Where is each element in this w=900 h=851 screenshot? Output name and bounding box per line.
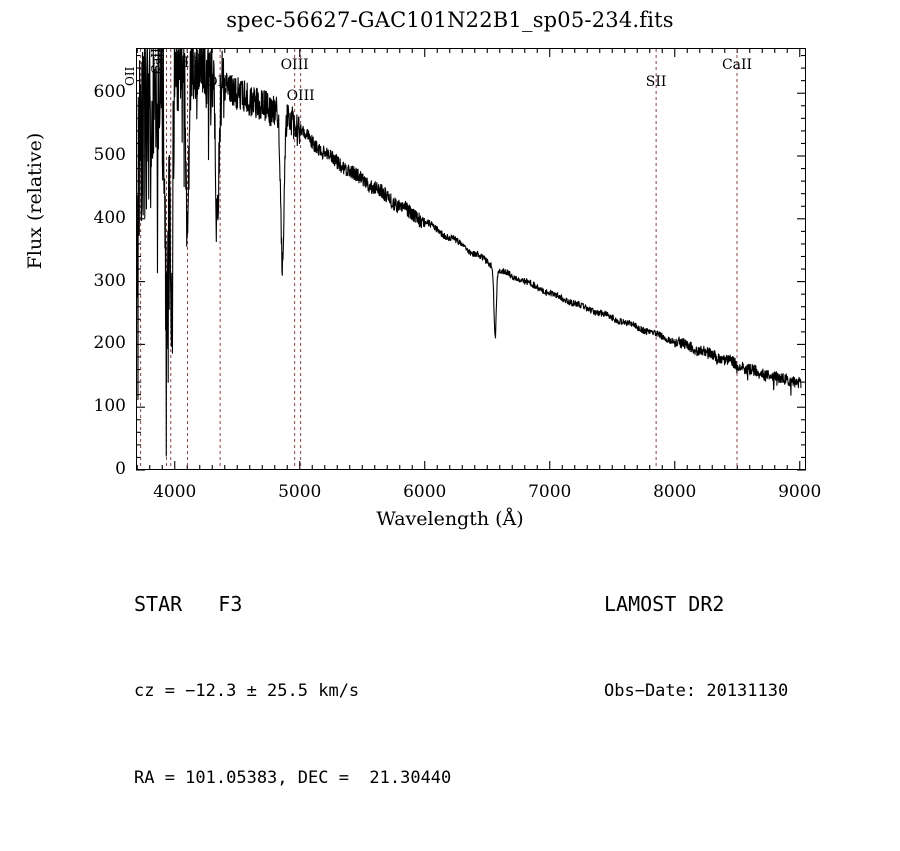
x-tick-label-7000: 7000 <box>528 482 572 502</box>
spectral-line-label-hδ-3: Hδ <box>177 55 198 71</box>
spectral-line-label-oiii-4: OIII <box>206 74 235 90</box>
survey-name: LAMOST DR2 <box>604 592 725 616</box>
metadata-right-column: LAMOST DR2 Obs−Date: 20131130 <box>604 532 788 764</box>
spectral-line-label-oiii-5: OIII <box>280 57 309 73</box>
coordinates: RA = 101.05383, DEC = 21.30440 <box>134 768 452 788</box>
spectrum-plot-frame <box>136 48 806 470</box>
spectral-class: F3 <box>218 592 243 616</box>
observation-date: Obs−Date: 20131130 <box>604 681 789 701</box>
page-title: spec-56627-GAC101N22B1_sp05-234.fits <box>226 8 674 32</box>
metadata-left-column: STAR F3 cz = −12.3 ± 25.5 km/s RA = 101.… <box>134 532 451 851</box>
y-tick-label-0: 0 <box>115 459 126 479</box>
y-tick-label-200: 200 <box>93 333 126 354</box>
y-tick-label-400: 400 <box>93 207 126 228</box>
x-tick-label-5000: 5000 <box>278 482 322 502</box>
radial-velocity: cz = −12.3 ± 25.5 km/s <box>134 681 360 701</box>
y-tick-label-600: 600 <box>93 82 126 103</box>
y-tick-label-100: 100 <box>93 396 126 417</box>
y-tick-label-300: 300 <box>93 270 126 291</box>
y-axis-title: Flux (relative) <box>24 132 46 270</box>
x-tick-label-9000: 9000 <box>778 482 822 502</box>
object-type: STAR <box>134 592 183 616</box>
x-tick-label-4000: 4000 <box>153 482 197 502</box>
metadata-block: STAR F3 cz = −12.3 ± 25.5 km/s RA = 101.… <box>0 530 900 788</box>
spectral-line-label-caii-2: CaII <box>152 48 167 74</box>
x-axis-title: Wavelength (Å) <box>376 508 524 530</box>
x-tick-label-8000: 8000 <box>653 482 697 502</box>
spectral-line-label-oiii-6: OIII <box>286 88 315 104</box>
x-tick-label-6000: 6000 <box>403 482 447 502</box>
y-tick-label-500: 500 <box>93 145 126 165</box>
spectral-line-label-sii-7: SII <box>645 74 667 90</box>
object-classification: STAR F3 <box>134 590 451 619</box>
spectral-line-label-caii-8: CaII <box>721 57 753 73</box>
